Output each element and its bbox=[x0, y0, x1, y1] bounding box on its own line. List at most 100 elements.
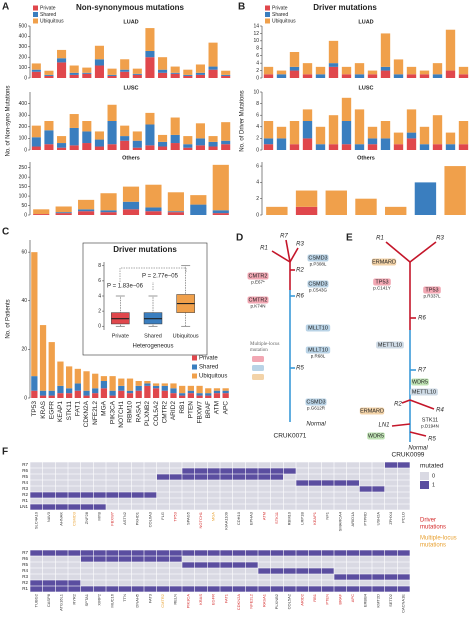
heat-cell bbox=[144, 586, 157, 592]
heat-cell bbox=[68, 480, 81, 486]
heat-cell bbox=[270, 492, 284, 498]
heat-cell bbox=[283, 480, 296, 486]
y-tick-label: 250 bbox=[19, 165, 28, 171]
heat-cell bbox=[321, 568, 334, 574]
heat-cell bbox=[258, 580, 271, 586]
heat-cell bbox=[93, 568, 106, 574]
heat-cell bbox=[80, 550, 94, 556]
heat-cell bbox=[207, 574, 220, 580]
heat-cell bbox=[169, 486, 182, 492]
x-tick-label: MGA bbox=[101, 400, 108, 415]
heat-cell bbox=[384, 486, 398, 492]
heat-cell bbox=[131, 568, 144, 574]
bar-segment bbox=[161, 385, 168, 391]
bar-segment bbox=[94, 45, 104, 60]
gene-label: ERMARD bbox=[372, 259, 396, 265]
heat-cell bbox=[42, 462, 56, 468]
column-label: SETD2 bbox=[388, 593, 393, 607]
column-label: NFE2L2 bbox=[249, 593, 254, 608]
heat-cell bbox=[55, 562, 68, 568]
heat-cell bbox=[346, 504, 360, 510]
bar-segment bbox=[289, 66, 300, 71]
heat-cell bbox=[296, 580, 309, 586]
heat-cell bbox=[106, 580, 119, 586]
y-tick-label: 0 bbox=[24, 75, 27, 81]
bar-segment bbox=[82, 143, 92, 150]
column-label: COL5A2 bbox=[287, 593, 292, 609]
heat-cell bbox=[296, 568, 309, 574]
heat-cell bbox=[118, 480, 132, 486]
bar-segment bbox=[208, 66, 218, 70]
bar-segment bbox=[263, 138, 274, 145]
gene-label: MLLT10 bbox=[308, 347, 328, 353]
heat-cell bbox=[194, 580, 208, 586]
bar-segment bbox=[380, 121, 391, 139]
chart-title: Driver mutations bbox=[313, 3, 377, 12]
heat-cell bbox=[118, 486, 132, 492]
heat-cell bbox=[283, 586, 296, 592]
subtitle: LUAD bbox=[123, 19, 138, 25]
panel-label: B bbox=[238, 2, 245, 13]
heat-cell bbox=[131, 574, 144, 580]
heat-cell bbox=[258, 474, 271, 480]
heat-cell bbox=[106, 504, 119, 510]
column-label: TP53 bbox=[173, 511, 178, 521]
bar-segment bbox=[419, 74, 430, 78]
heat-cell bbox=[384, 468, 398, 474]
heat-cell bbox=[321, 586, 334, 592]
heat-cell bbox=[346, 480, 360, 486]
row-label: R2 bbox=[22, 580, 28, 585]
heat-cell bbox=[308, 562, 322, 568]
heat-cell bbox=[194, 574, 208, 580]
heat-cell bbox=[106, 574, 119, 580]
bar-segment bbox=[33, 209, 50, 215]
bar-segment bbox=[92, 388, 99, 394]
heat-cell bbox=[245, 504, 258, 510]
column-label: NF1 bbox=[325, 511, 330, 519]
heat-cell bbox=[131, 486, 144, 492]
bar-segment bbox=[196, 393, 203, 396]
heat-cell bbox=[156, 556, 170, 562]
row-label: R7 bbox=[22, 550, 28, 555]
x-axis-label: Heterogeneous bbox=[132, 344, 173, 350]
heat-cell bbox=[93, 492, 106, 498]
heat-cell bbox=[296, 504, 309, 510]
heat-cell bbox=[346, 474, 360, 480]
y-tick-label: 8 bbox=[256, 101, 259, 107]
mutation-label: p.D194N bbox=[421, 424, 439, 429]
bar-segment bbox=[78, 199, 95, 210]
heat-cell bbox=[93, 586, 106, 592]
bar-segment bbox=[57, 393, 64, 398]
heat-cell bbox=[283, 468, 296, 474]
heat-cell bbox=[144, 580, 157, 586]
subtitle: LUSC bbox=[359, 85, 374, 91]
heat-cell bbox=[334, 492, 347, 498]
y-tick-label: 0 bbox=[256, 147, 259, 153]
bar-segment bbox=[276, 70, 287, 75]
column-label: PLXNB2 bbox=[274, 593, 279, 609]
panel-label: C bbox=[2, 227, 9, 238]
heat-cell bbox=[80, 486, 94, 492]
bar-segment bbox=[406, 66, 417, 75]
heat-cell bbox=[384, 498, 398, 504]
heat-cell bbox=[42, 562, 56, 568]
heat-cell bbox=[334, 550, 347, 556]
heat-cell bbox=[220, 498, 233, 504]
y-tick-label: 400 bbox=[19, 101, 28, 107]
y-tick-label: 200 bbox=[19, 124, 28, 130]
heat-cell bbox=[144, 486, 157, 492]
heat-cell bbox=[232, 586, 246, 592]
region-label: Normal bbox=[306, 422, 326, 428]
heat-cell bbox=[232, 568, 246, 574]
heat-cell bbox=[30, 492, 43, 498]
heat-cell bbox=[232, 480, 246, 486]
bar-segment bbox=[31, 376, 38, 391]
heat-cell bbox=[397, 480, 410, 486]
bar-segment bbox=[187, 385, 194, 391]
x-tick-label: FAT1 bbox=[75, 401, 82, 416]
heat-cell bbox=[258, 486, 271, 492]
bar-segment bbox=[66, 366, 73, 389]
heat-cell bbox=[30, 474, 43, 480]
heat-cell bbox=[207, 462, 220, 468]
